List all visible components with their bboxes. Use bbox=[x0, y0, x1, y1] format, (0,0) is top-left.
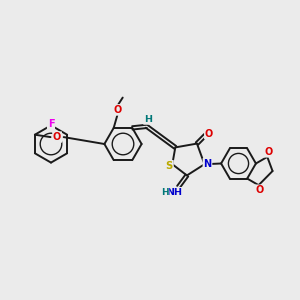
Text: O: O bbox=[113, 105, 122, 115]
Text: H: H bbox=[161, 188, 169, 197]
Text: N: N bbox=[203, 159, 211, 169]
Text: O: O bbox=[53, 132, 61, 142]
Text: H: H bbox=[144, 115, 152, 124]
Text: O: O bbox=[264, 147, 272, 157]
Text: O: O bbox=[205, 129, 213, 139]
Text: S: S bbox=[166, 161, 173, 171]
Text: O: O bbox=[255, 185, 264, 195]
Text: NH: NH bbox=[166, 188, 182, 197]
Text: F: F bbox=[48, 119, 54, 130]
